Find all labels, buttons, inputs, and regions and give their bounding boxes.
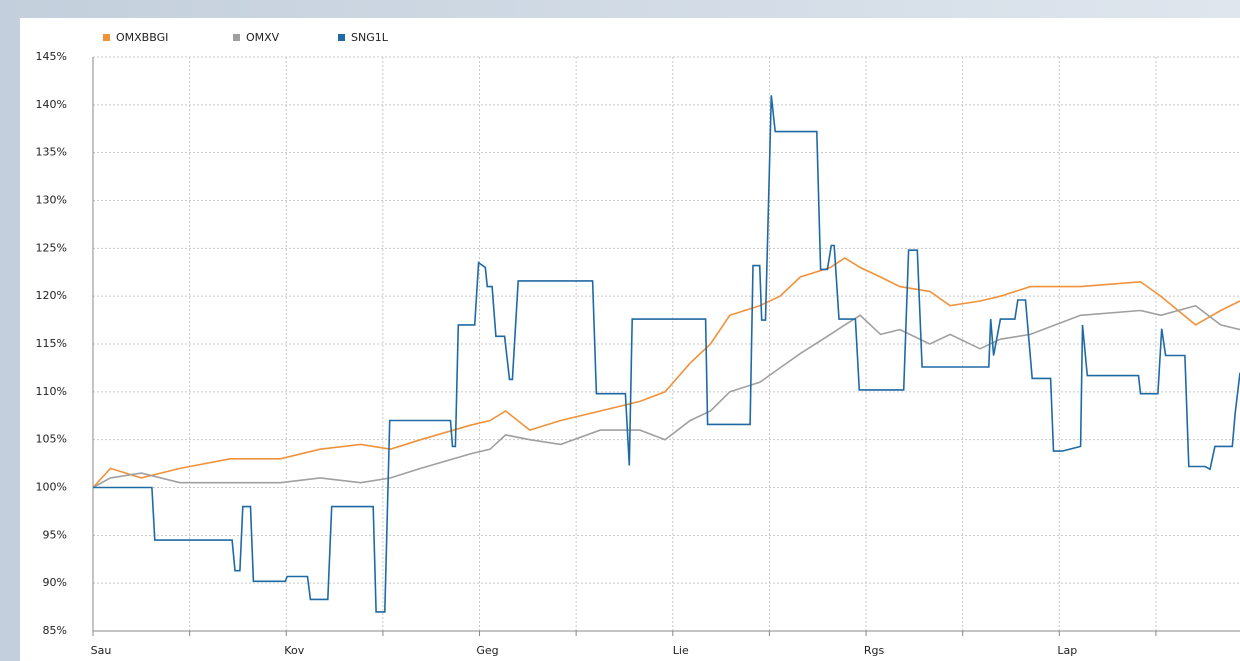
legend-swatch (233, 34, 240, 41)
x-tick-label: Lap (1057, 644, 1077, 657)
y-tick-label: 125% (36, 241, 67, 254)
x-tick-label: Kov (284, 644, 304, 657)
y-tick-label: 145% (36, 50, 67, 63)
y-tick-label: 140% (36, 98, 67, 111)
x-tick-label: Geg (476, 644, 498, 657)
y-tick-label: 135% (36, 146, 67, 159)
legend-label: OMXBBGI (116, 31, 168, 44)
y-tick-label: 105% (36, 433, 67, 446)
y-tick-label: 130% (36, 194, 67, 207)
y-tick-label: 95% (43, 528, 67, 541)
y-tick-label: 100% (36, 481, 67, 494)
y-tick-label: 110% (36, 385, 67, 398)
x-tick-label: Sau (91, 644, 112, 657)
series-line (92, 256, 1240, 489)
legend-label: SNG1L (351, 31, 389, 44)
panel (20, 18, 1240, 661)
legend-swatch (338, 34, 345, 41)
series-line (93, 95, 1240, 613)
y-tick-label: 115% (36, 337, 67, 350)
x-tick-label: Lie (673, 644, 689, 657)
y-tick-label: 85% (43, 624, 67, 637)
y-tick-label: 90% (43, 576, 67, 589)
legend-swatch (103, 34, 110, 41)
legend-label: OMXV (246, 31, 280, 44)
x-tick-label: Rgs (864, 644, 885, 657)
y-tick-label: 120% (36, 289, 67, 302)
series-line (92, 304, 1240, 489)
